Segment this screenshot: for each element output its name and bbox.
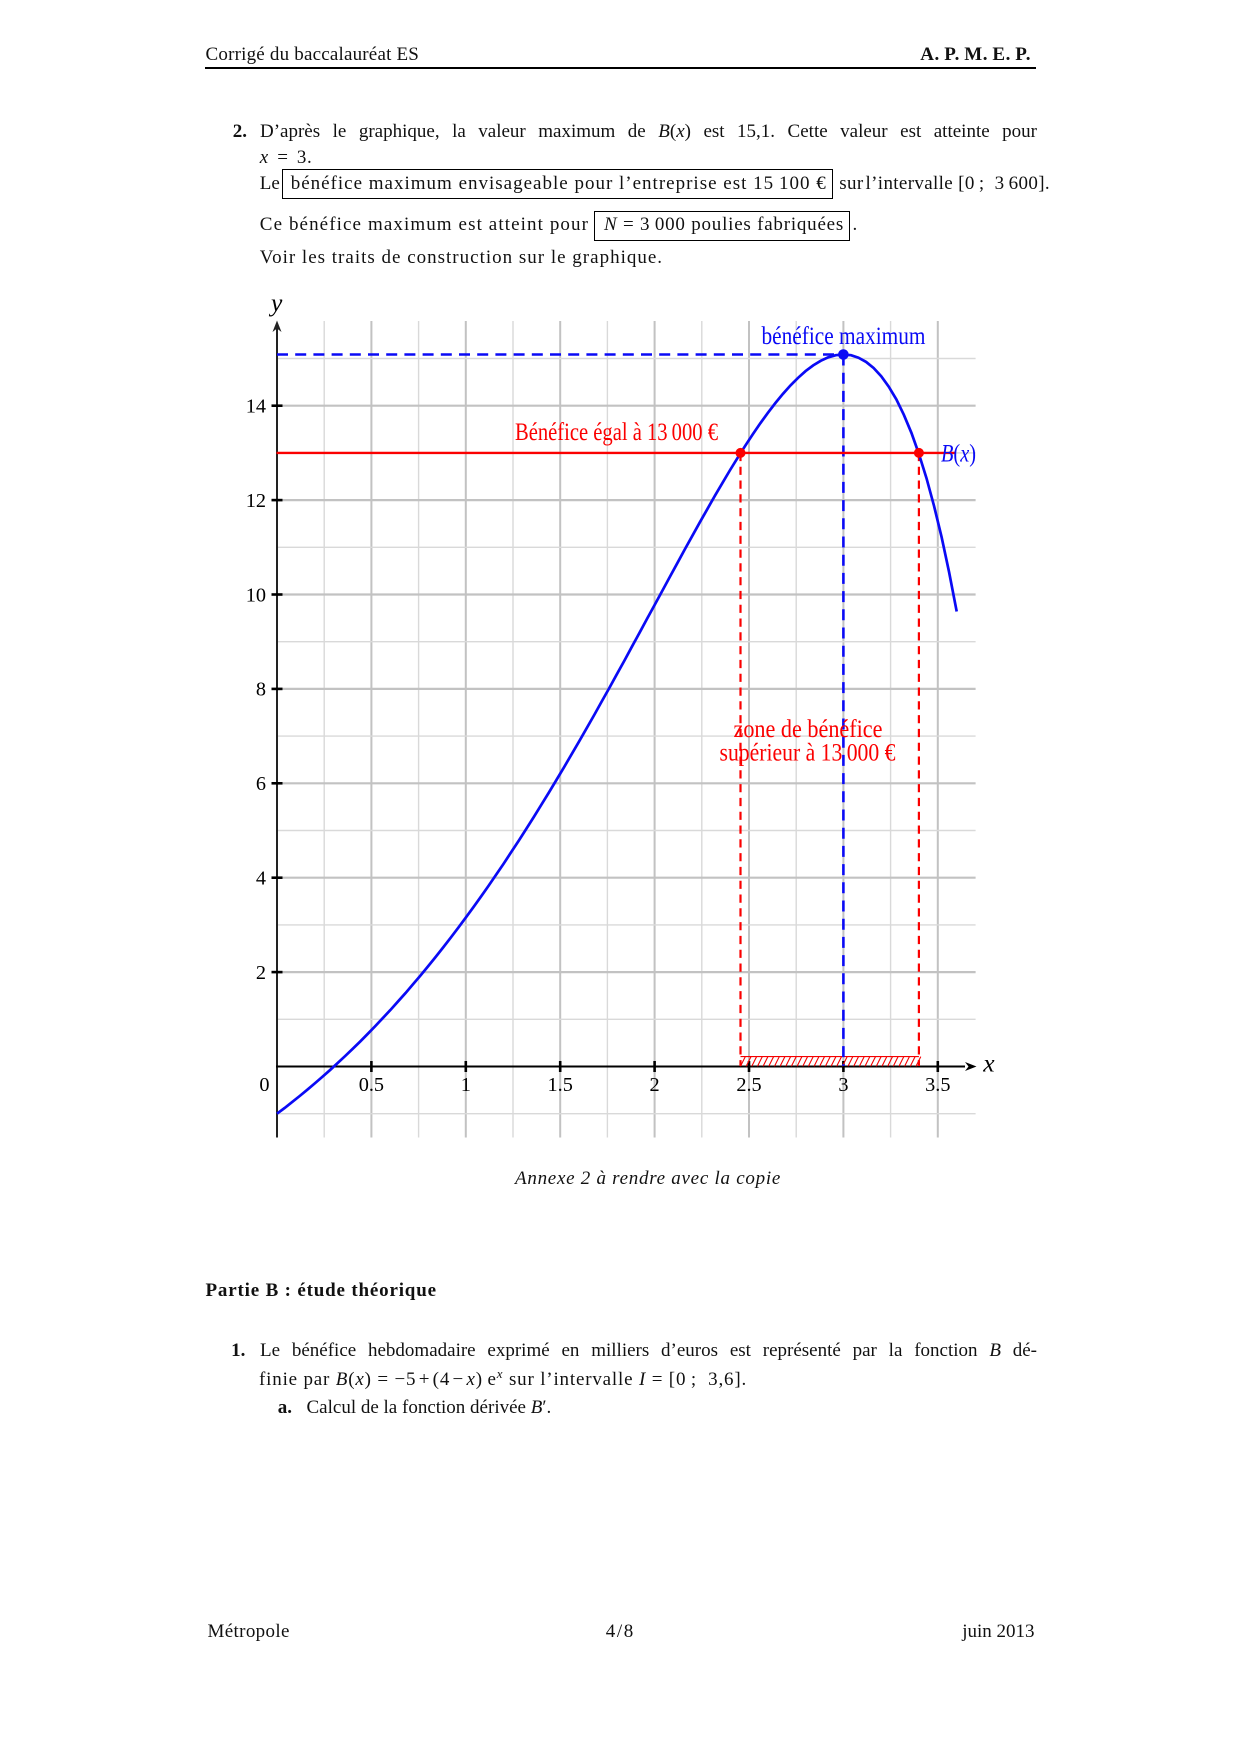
svg-text:10: 10	[246, 584, 266, 606]
svg-text:3: 3	[838, 1074, 848, 1096]
svg-text:zone de bénéfice: zone de bénéfice	[734, 714, 883, 743]
svg-text:y: y	[268, 290, 283, 317]
svg-text:1: 1	[461, 1074, 471, 1096]
svg-text:1.5: 1.5	[548, 1074, 573, 1096]
svg-text:B(x): B(x)	[941, 439, 976, 468]
svg-text:14: 14	[246, 396, 266, 418]
svg-text:x: x	[982, 1049, 995, 1078]
svg-text:4: 4	[256, 868, 266, 890]
svg-text:supérieur à 13 000 €: supérieur à 13 000 €	[720, 738, 896, 767]
svg-text:Bénéfice égal à 13 000 €: Bénéfice égal à 13 000 €	[515, 417, 718, 446]
svg-text:0.5: 0.5	[359, 1074, 384, 1096]
svg-text:bénéfice maximum: bénéfice maximum	[762, 321, 926, 350]
svg-text:0: 0	[259, 1074, 269, 1096]
svg-text:12: 12	[246, 490, 266, 512]
svg-text:2.5: 2.5	[736, 1074, 761, 1096]
svg-text:2: 2	[650, 1074, 660, 1096]
svg-text:2: 2	[256, 962, 266, 984]
svg-text:6: 6	[256, 773, 266, 795]
svg-text:3.5: 3.5	[925, 1074, 950, 1096]
svg-text:8: 8	[256, 679, 266, 701]
